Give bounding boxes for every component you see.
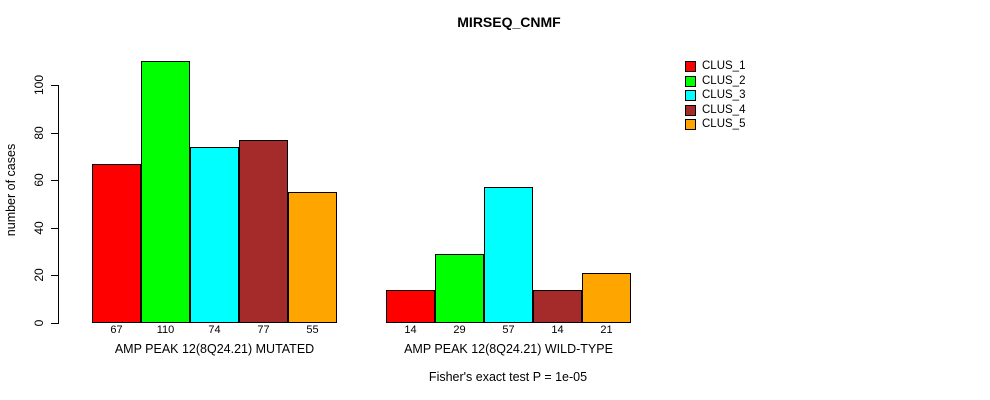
legend-swatch-clus_4: [685, 104, 696, 116]
y-axis-tick: [51, 323, 58, 324]
y-tick-label: 80: [32, 125, 46, 140]
bar-value-label: 77: [257, 324, 270, 336]
legend-item-clus_1: CLUS_1: [685, 60, 746, 72]
legend: CLUS_1 CLUS_2 CLUS_3 CLUS_4 CLUS_5: [685, 60, 746, 134]
legend-item-clus_5: CLUS_5: [685, 118, 746, 130]
y-axis-tick: [51, 85, 58, 86]
legend-swatch-clus_5: [685, 119, 696, 130]
bar-clus_5-group2: [582, 273, 631, 323]
bar-clus_3-group2: [484, 187, 533, 323]
bar-value-label: 55: [306, 324, 319, 336]
y-tick-label: 40: [32, 221, 46, 235]
bar-clus_2-group2: [435, 254, 484, 323]
bar-clus_3-group1: [190, 147, 239, 323]
legend-item-clus_3: CLUS_3: [685, 89, 746, 101]
y-tick-label: 100: [32, 74, 46, 96]
bar-clus_5-group1: [288, 192, 337, 323]
y-axis-tick: [51, 132, 58, 134]
y-tick-label: 20: [32, 268, 46, 283]
legend-item-clus_2: CLUS_2: [685, 74, 746, 87]
legend-label: CLUS_4: [702, 103, 746, 116]
legend-label: CLUS_2: [702, 74, 746, 87]
bar-clus_1-group1: [92, 164, 141, 323]
y-tick-label: 60: [32, 173, 46, 187]
y-axis-line: [58, 85, 59, 324]
bar-value-label: 57: [502, 324, 515, 336]
bar-value-label: 67: [110, 324, 123, 336]
bar-clus_1-group2: [386, 290, 435, 323]
legend-swatch-clus_3: [685, 90, 696, 101]
fisher-test-annotation: Fisher's exact test P = 1e-05: [428, 370, 588, 384]
x-axis-group-label: AMP PEAK 12(8Q24.21) MUTATED: [114, 342, 315, 356]
legend-label: CLUS_1: [702, 60, 746, 72]
legend-label: CLUS_5: [702, 118, 746, 130]
bar-clus_4-group1: [239, 140, 288, 323]
legend-swatch-clus_2: [685, 75, 696, 87]
bar-value-label: 74: [208, 324, 221, 336]
x-axis-group-label: AMP PEAK 12(8Q24.21) WILD-TYPE: [404, 342, 613, 356]
bar-clus_4-group2: [533, 290, 582, 323]
bar-clus_2-group1: [141, 61, 190, 323]
y-axis-tick: [51, 275, 58, 277]
bar-value-label: 14: [404, 324, 417, 336]
bar-value-label: 110: [156, 324, 175, 336]
y-axis-tick: [51, 227, 58, 229]
legend-label: CLUS_3: [702, 89, 746, 101]
y-axis-tick: [51, 180, 58, 182]
bar-value-label: 14: [551, 324, 564, 336]
y-tick-label: 0: [32, 319, 46, 327]
y-axis-label: number of cases: [4, 143, 18, 237]
chart-title: MIRSEQ_CNMF: [457, 14, 561, 30]
bar-value-label: 29: [453, 324, 466, 336]
bar-value-label: 21: [600, 324, 613, 336]
legend-swatch-clus_1: [685, 61, 696, 72]
legend-item-clus_4: CLUS_4: [685, 103, 746, 116]
